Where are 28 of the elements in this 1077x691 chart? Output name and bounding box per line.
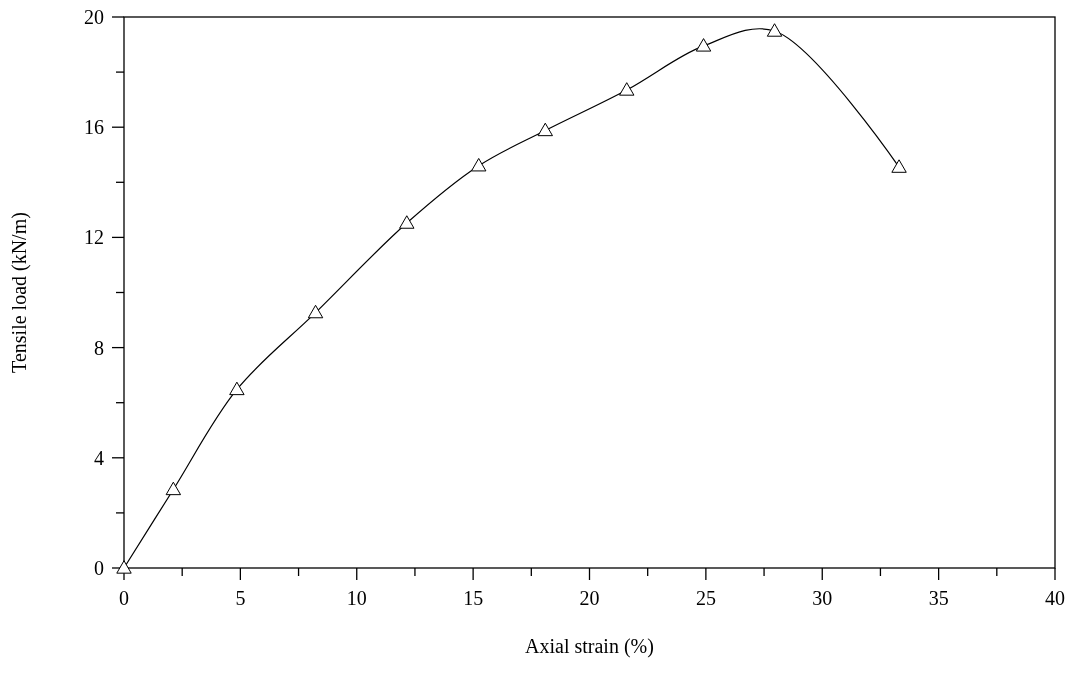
point (399, 215, 415, 229)
x-axis-title: Axial strain (%) (525, 635, 654, 658)
y-tick-label: 16 (84, 116, 104, 139)
x-tick-label: 40 (1045, 587, 1065, 609)
x-tick-label: 15 (463, 587, 484, 609)
x-tick-label: 25 (695, 587, 716, 609)
point (695, 38, 712, 52)
y-tick-label: 0 (94, 557, 104, 579)
point (116, 560, 132, 574)
y-axis-title: Tensile load (kN/m) (8, 212, 31, 373)
point (891, 159, 907, 173)
y-tick-label: 8 (94, 336, 104, 359)
point (471, 157, 487, 172)
y-tick-label: 20 (84, 6, 104, 28)
x-tick-label: 35 (928, 587, 949, 609)
point (229, 381, 245, 396)
x-tick-label: 20 (579, 587, 600, 609)
y-tick-label: 4 (94, 446, 104, 469)
x-tick-label: 10 (346, 587, 367, 609)
point (619, 82, 635, 96)
point (766, 23, 783, 37)
point (165, 481, 182, 496)
point (307, 304, 324, 319)
x-tick-label: 30 (812, 587, 833, 609)
y-tick-label: 12 (84, 226, 104, 249)
point (537, 122, 553, 137)
x-tick-label: 0 (119, 587, 129, 609)
x-tick-label: 5 (235, 587, 246, 609)
